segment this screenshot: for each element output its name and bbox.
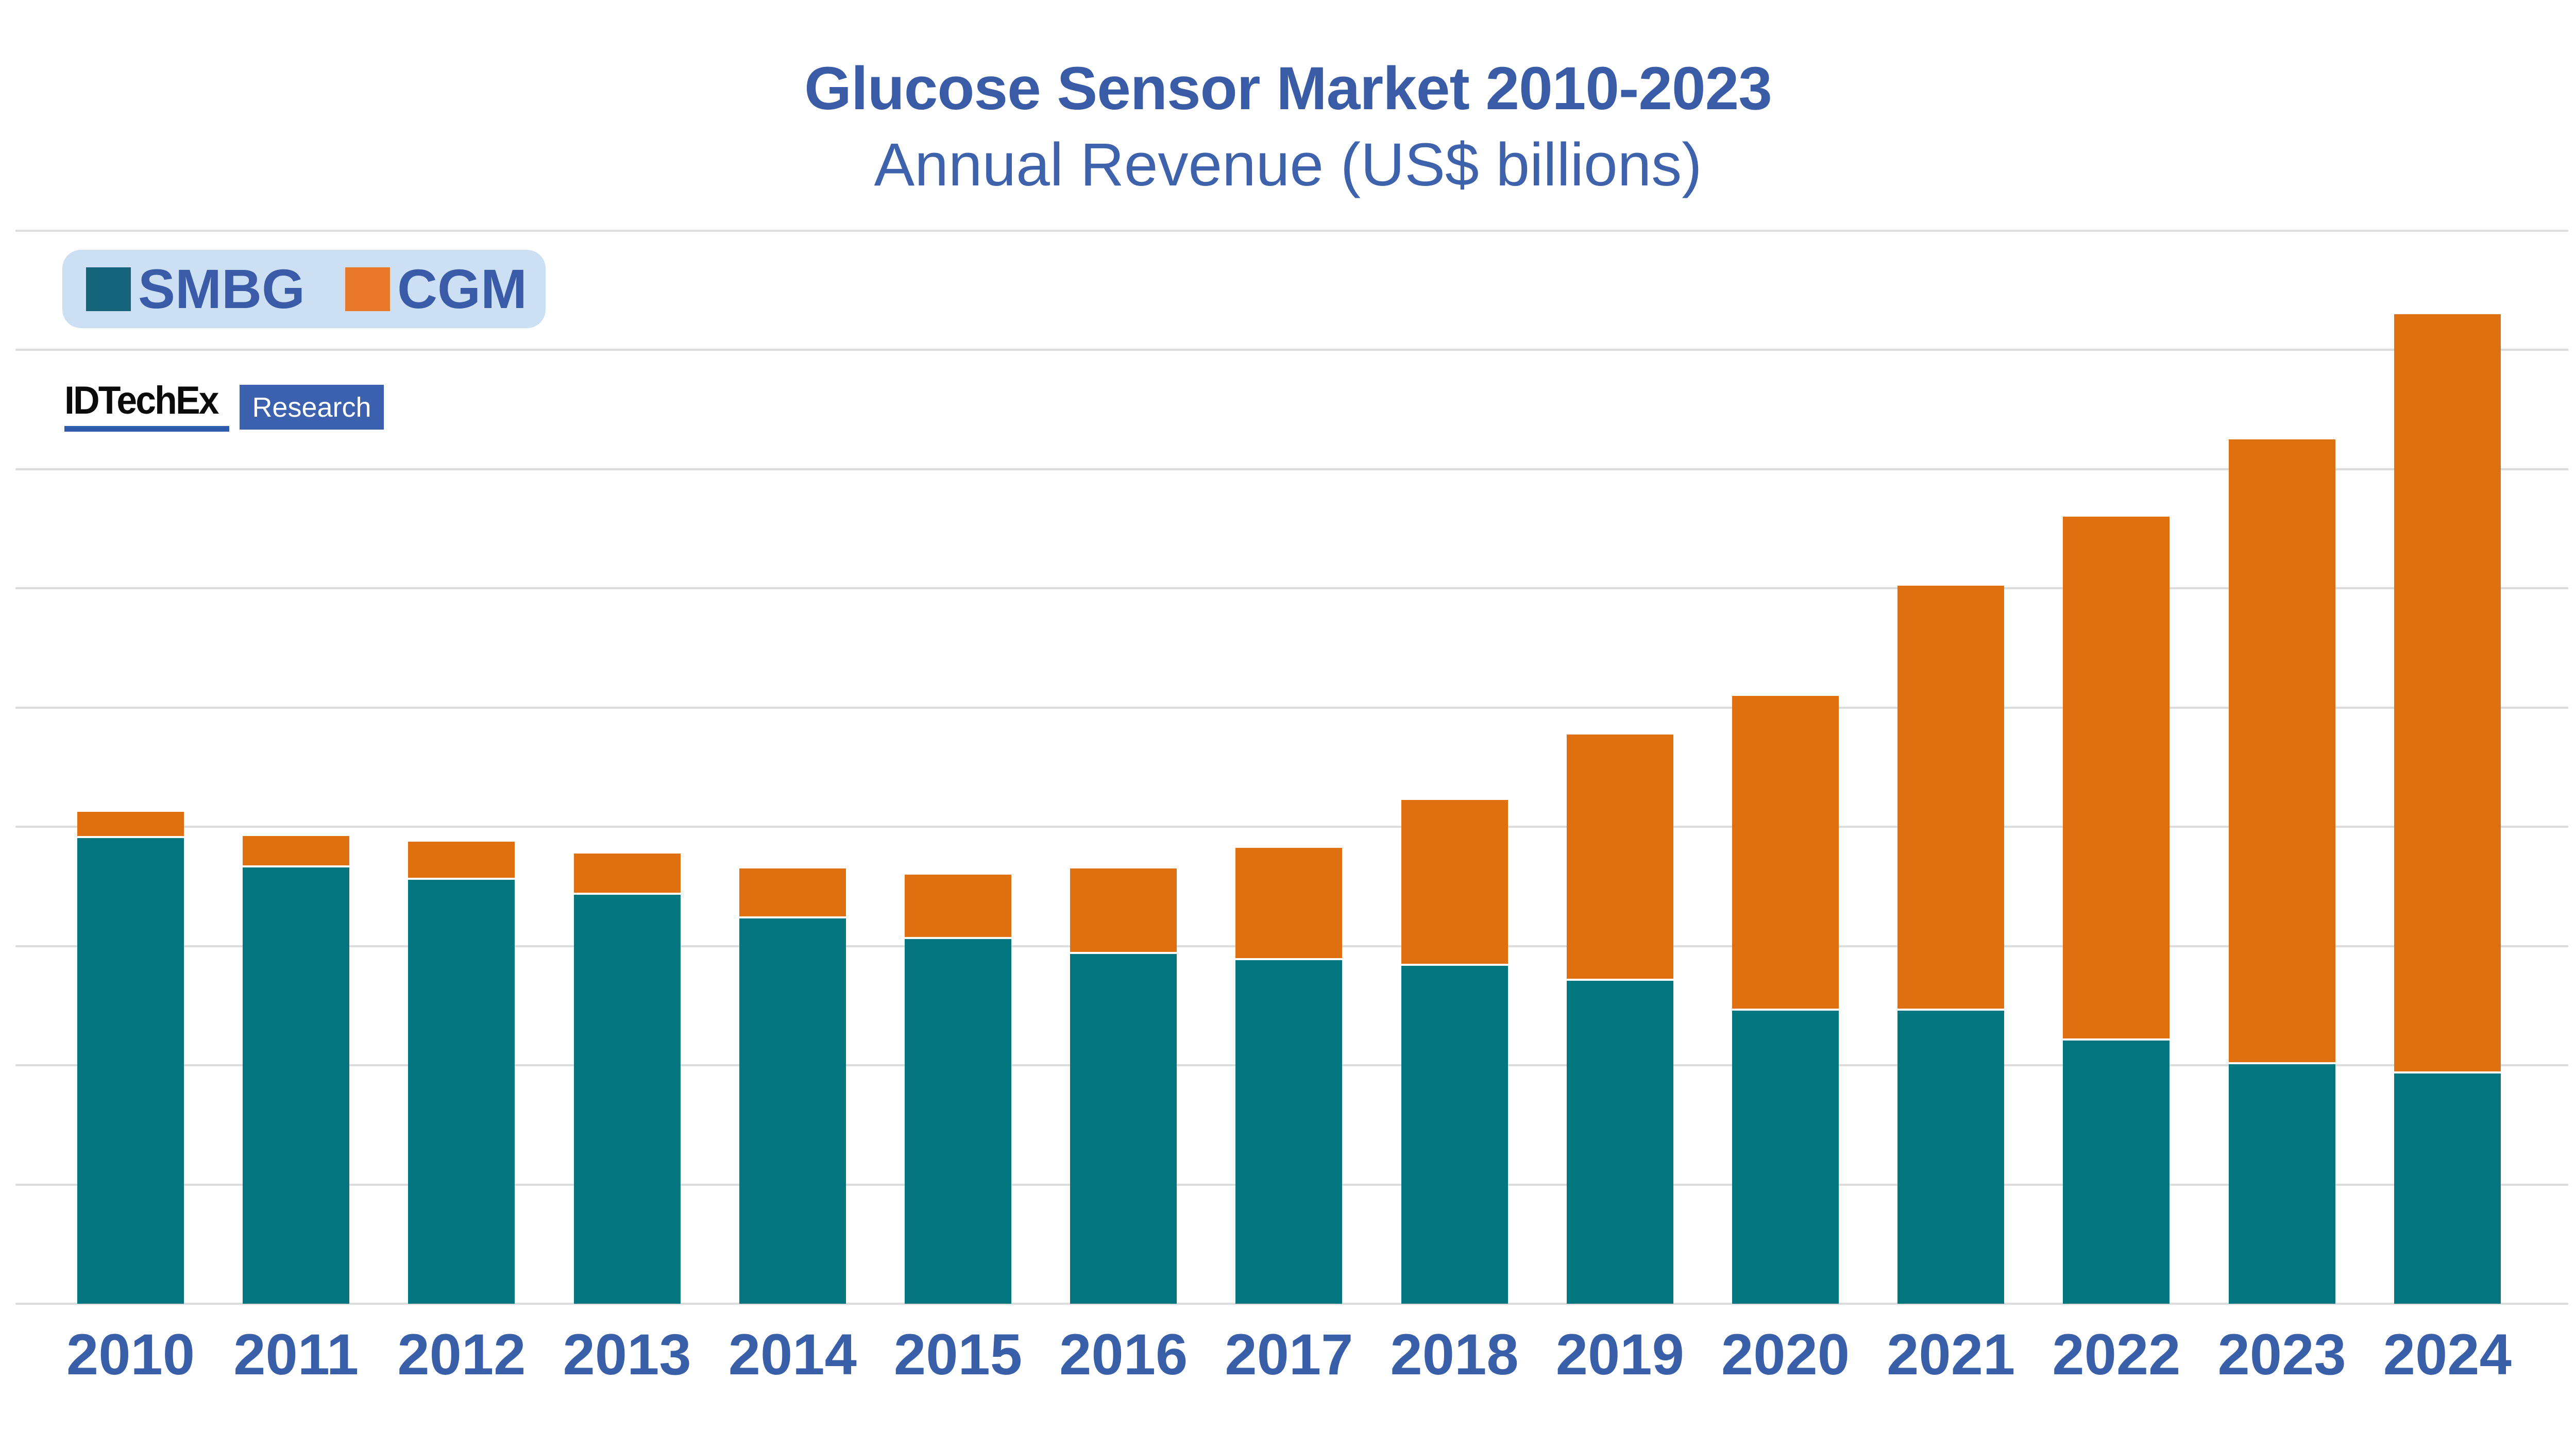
gridline	[15, 1303, 2568, 1305]
bar-group-2024	[2394, 314, 2501, 1304]
x-axis-label-2015: 2015	[893, 1322, 1023, 1387]
bar-segment-cgm-2015	[905, 874, 1011, 937]
gridline	[15, 587, 2568, 590]
bar-segment-smbg-2012	[408, 877, 515, 1304]
cgm-swatch	[345, 267, 390, 311]
bar-segment-smbg-2020	[1732, 1009, 1839, 1304]
research-badge: Research	[240, 385, 384, 430]
bar-segment-smbg-2013	[573, 892, 681, 1304]
bar-group-2014	[739, 868, 846, 1304]
x-axis-label-2016: 2016	[1059, 1322, 1188, 1387]
bar-segment-cgm-2023	[2228, 439, 2335, 1063]
x-axis-label-2014: 2014	[728, 1322, 857, 1387]
x-axis-label-2010: 2010	[66, 1322, 195, 1387]
legend-item-smbg: SMBG	[86, 261, 305, 317]
gridline	[15, 706, 2568, 709]
bar-segment-cgm-2018	[1401, 800, 1508, 964]
bar-segment-smbg-2016	[1070, 952, 1177, 1304]
bar-group-2015	[905, 874, 1011, 1304]
bar-group-2013	[573, 854, 681, 1304]
smbg-swatch	[86, 267, 131, 311]
gridline	[15, 468, 2568, 470]
bar-segment-smbg-2011	[243, 865, 350, 1304]
bar-segment-smbg-2015	[905, 937, 1011, 1304]
x-axis-label-2018: 2018	[1390, 1322, 1519, 1387]
bar-group-2010	[77, 812, 184, 1304]
bar-segment-cgm-2024	[2394, 314, 2501, 1071]
bar-group-2023	[2228, 439, 2335, 1304]
bar-group-2020	[1732, 695, 1839, 1304]
x-axis-label-2020: 2020	[1721, 1322, 1850, 1387]
bar-segment-cgm-2011	[243, 836, 350, 866]
bar-segment-smbg-2014	[739, 916, 846, 1304]
bar-group-2021	[1897, 585, 2005, 1304]
legend-item-cgm: CGM	[345, 261, 527, 317]
legend-label-smbg: SMBG	[138, 258, 305, 320]
bar-group-2016	[1070, 868, 1177, 1304]
bar-segment-smbg-2017	[1235, 958, 1343, 1304]
bar-segment-cgm-2021	[1897, 585, 2005, 1009]
x-axis-label-2017: 2017	[1225, 1322, 1353, 1387]
brand-logo-text: IDTechEx	[64, 379, 219, 422]
x-axis-label-2013: 2013	[563, 1322, 691, 1387]
bar-segment-cgm-2014	[739, 868, 846, 916]
brand-logo-text-wrap: IDTechEx	[64, 379, 219, 422]
bar-segment-smbg-2018	[1401, 964, 1508, 1304]
research-badge-label: Research	[252, 391, 371, 423]
gridline	[15, 230, 2568, 232]
page-title: Glucose Sensor Market 2010-2023	[804, 55, 1772, 123]
bar-segment-cgm-2020	[1732, 695, 1839, 1009]
bar-segment-cgm-2022	[2063, 517, 2170, 1039]
gridline	[15, 349, 2568, 351]
bar-group-2012	[408, 842, 515, 1304]
bar-segment-cgm-2010	[77, 812, 184, 836]
x-axis-label-2021: 2021	[1887, 1322, 2015, 1387]
bar-segment-cgm-2019	[1566, 734, 1673, 979]
page-subtitle: Annual Revenue (US$ billions)	[874, 131, 1702, 199]
bar-segment-cgm-2013	[573, 854, 681, 893]
brand-logo-underline	[64, 426, 229, 432]
bar-group-2019	[1566, 734, 1673, 1304]
x-axis-label-2024: 2024	[2383, 1322, 2512, 1387]
bar-segment-cgm-2017	[1235, 847, 1343, 958]
bar-segment-smbg-2024	[2394, 1071, 2501, 1304]
legend-label-cgm: CGM	[397, 258, 527, 320]
x-axis-label-2011: 2011	[233, 1322, 359, 1387]
x-axis-label-2023: 2023	[2217, 1322, 2346, 1387]
gridline	[15, 826, 2568, 828]
bar-group-2011	[243, 836, 350, 1304]
bar-group-2018	[1401, 800, 1508, 1304]
bar-segment-smbg-2019	[1566, 979, 1673, 1304]
x-axis-label-2022: 2022	[2052, 1322, 2181, 1387]
bar-group-2017	[1235, 847, 1343, 1304]
bar-segment-cgm-2012	[408, 842, 515, 878]
x-axis-label-2019: 2019	[1555, 1322, 1684, 1387]
bar-segment-smbg-2021	[1897, 1009, 2005, 1304]
bar-segment-smbg-2010	[77, 836, 184, 1304]
bar-segment-cgm-2016	[1070, 868, 1177, 952]
legend: SMBG CGM	[62, 250, 546, 328]
bar-segment-smbg-2022	[2063, 1038, 2170, 1304]
x-axis-label-2012: 2012	[397, 1322, 526, 1387]
bar-group-2022	[2063, 517, 2170, 1304]
bar-segment-smbg-2023	[2228, 1062, 2335, 1304]
